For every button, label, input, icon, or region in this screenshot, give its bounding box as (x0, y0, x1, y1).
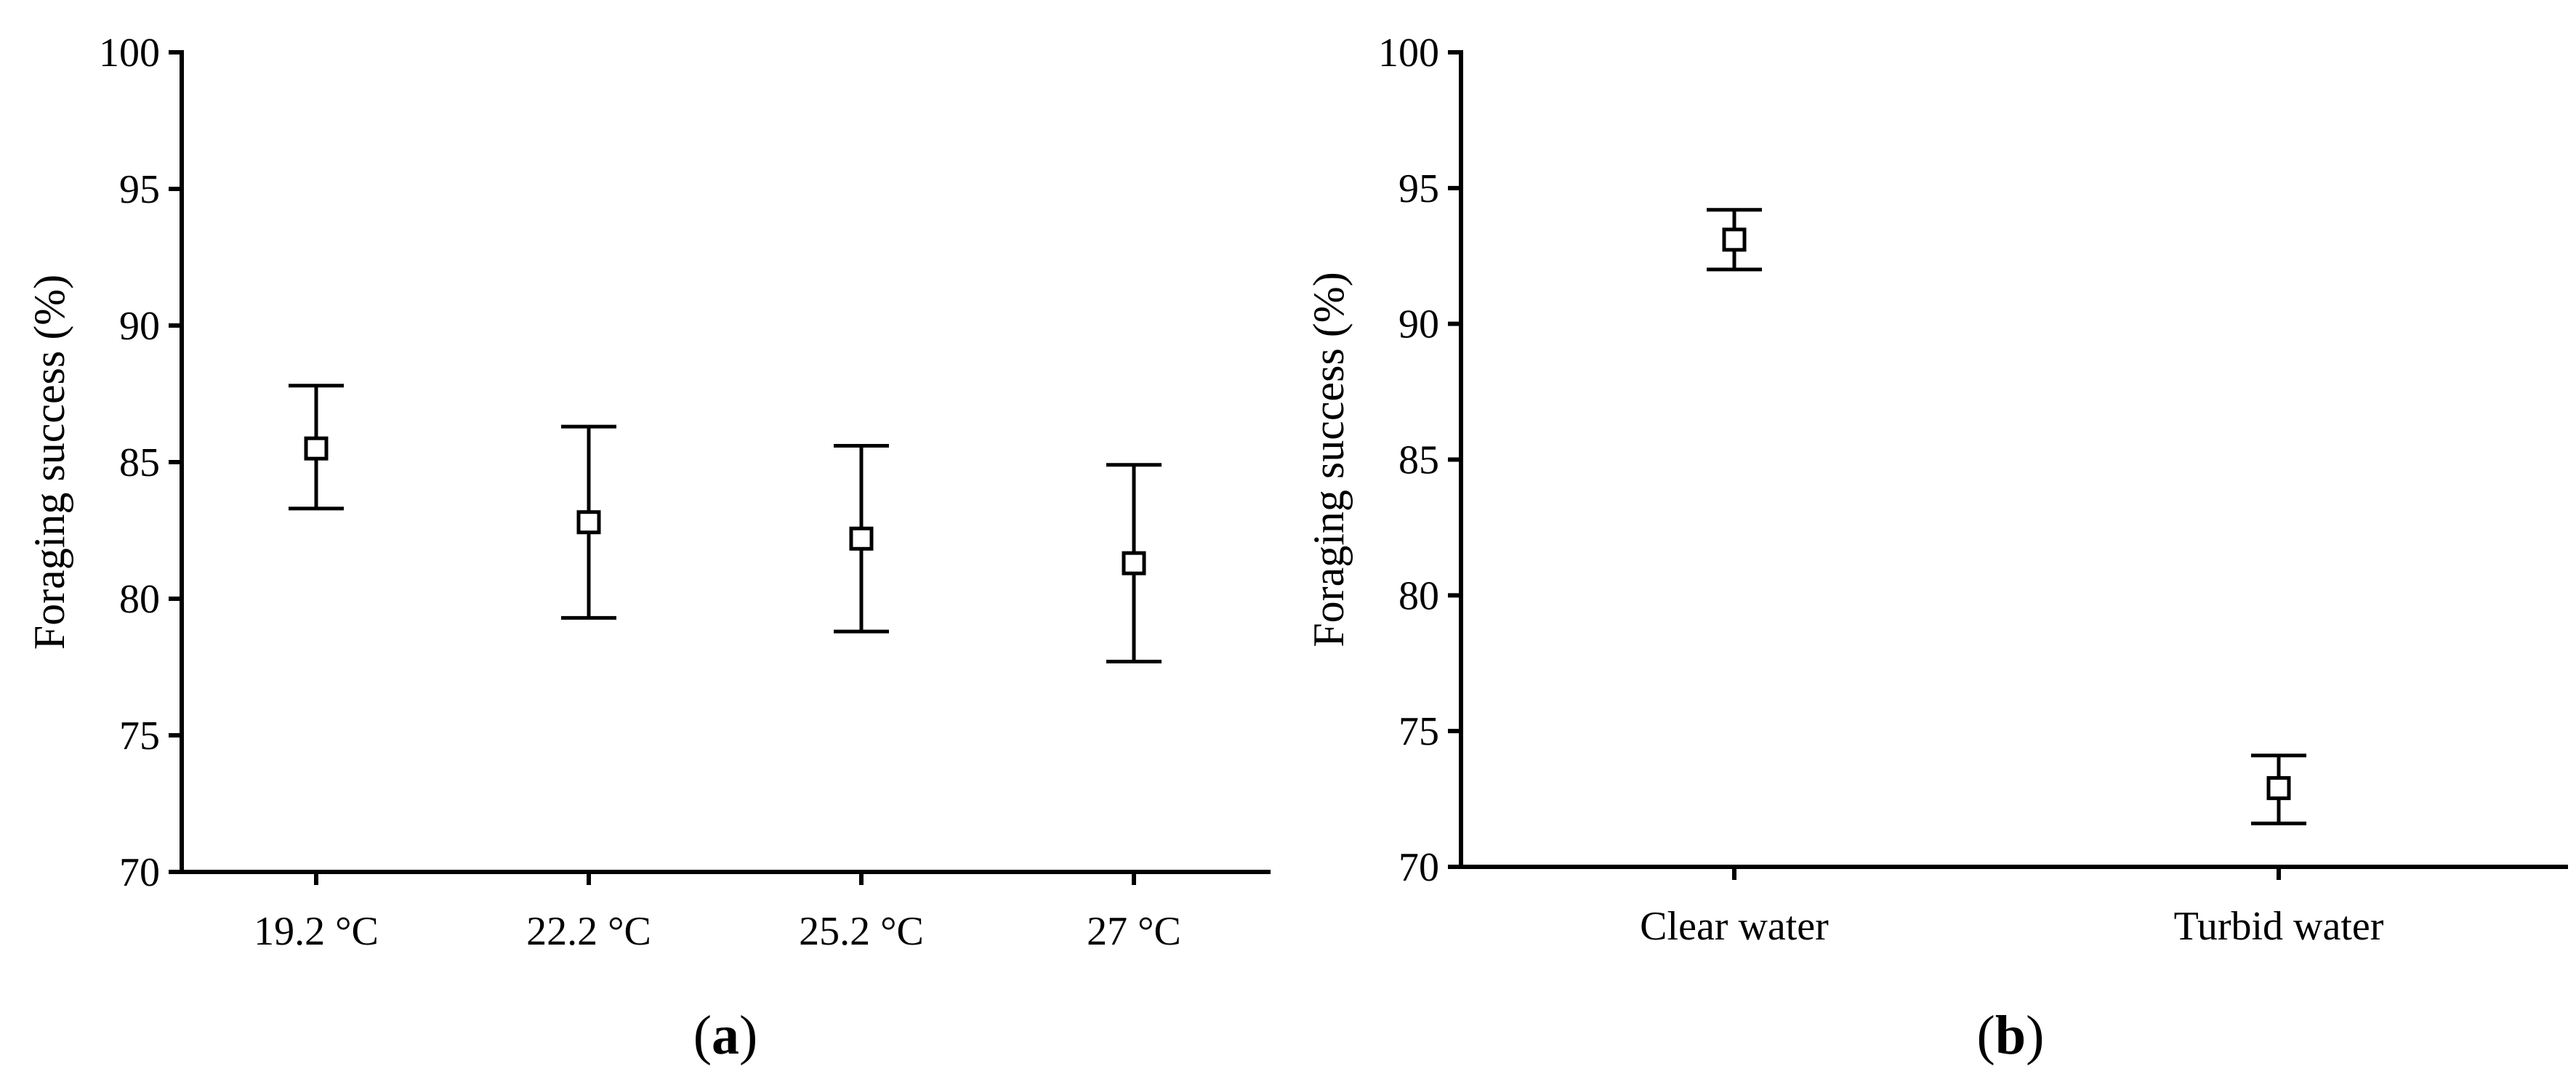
panel-a-data-point (576, 510, 601, 535)
panel-b-y-tick-label: 90 (1398, 302, 1439, 347)
panel-b-y-tick-label: 80 (1398, 573, 1439, 618)
panel-a-y-tick-label: 75 (119, 714, 160, 759)
panel-a-data-point (849, 526, 874, 551)
panel-b-x-tick-label: Turbid water (2174, 904, 2384, 949)
panel-a-y-tick-label: 95 (119, 167, 160, 212)
panel-b-y-tick-label: 75 (1398, 709, 1439, 754)
panel-a-y-axis-title: Foraging success (%) (25, 275, 73, 650)
panel-a-data-point (1122, 551, 1146, 575)
panel-a-x-tick-label: 19.2 °C (254, 909, 379, 954)
panel-a-y-tick-label: 80 (119, 577, 160, 622)
panel-b-panel-letter: b (1995, 1005, 2026, 1066)
panel-a-y-tick-label: 85 (119, 440, 160, 485)
panel-b-y-tick-label: 85 (1398, 438, 1439, 483)
panel-a-panel-letter: a (712, 1005, 739, 1066)
panel-b-data-point (1722, 227, 1747, 252)
panel-a-data-point (304, 436, 329, 461)
panel-a-x-tick-label: 22.2 °C (526, 909, 651, 954)
panel-b-y-tick-label: 100 (1378, 31, 1439, 76)
panel-b-y-tick-label: 95 (1398, 166, 1439, 211)
panel-a-x-tick-label: 25.2 °C (799, 909, 924, 954)
panel-b-panel-label: (b) (1977, 1005, 2045, 1066)
panel-a-panel-label: (a) (693, 1005, 758, 1066)
panel-b-x-tick-label: Clear water (1640, 904, 1829, 949)
panel-a-y-tick-label: 70 (119, 850, 160, 895)
panel-b-y-tick-label: 70 (1398, 845, 1439, 890)
panel-b-data-point (2266, 776, 2291, 801)
panel-b-y-axis-title: Foraging success (%) (1305, 272, 1353, 647)
panel-a-y-tick-label: 90 (119, 304, 160, 349)
panel-a-x-tick-label: 27 °C (1087, 909, 1181, 954)
panel-a-y-tick-label: 100 (99, 31, 160, 76)
